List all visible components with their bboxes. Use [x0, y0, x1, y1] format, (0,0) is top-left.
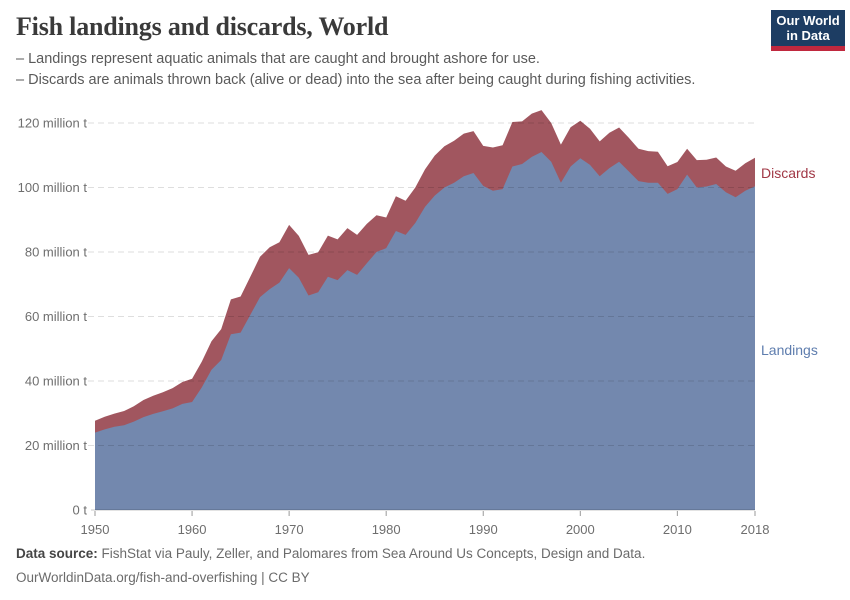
subtitle-line-landings: – Landings represent aquatic animals tha… — [16, 51, 540, 67]
x-tick-label: 2000 — [566, 522, 595, 537]
x-tick-label: 1990 — [469, 522, 498, 537]
data-source-label: Data source: — [16, 546, 98, 561]
y-tick-label: 120 million t — [18, 116, 88, 131]
y-tick-label: 60 million t — [25, 309, 88, 324]
y-tick-label: 80 million t — [25, 245, 88, 260]
y-tick-label: 100 million t — [18, 180, 88, 195]
data-source-line: Data source: FishStat via Pauly, Zeller,… — [16, 542, 645, 566]
y-tick-label: 20 million t — [25, 438, 88, 453]
owid-logo-line1: Our World — [776, 13, 840, 28]
data-source-text: FishStat via Pauly, Zeller, and Palomare… — [101, 546, 646, 561]
x-tick-label: 1970 — [275, 522, 304, 537]
x-tick-label: 1960 — [178, 522, 207, 537]
page-title: Fish landings and discards, World — [16, 12, 389, 41]
legend-label-landings: Landings — [761, 342, 818, 358]
legend-label-discards: Discards — [761, 165, 816, 181]
landings-area — [95, 152, 755, 510]
owid-logo[interactable]: Our World in Data — [771, 10, 845, 51]
subtitle-line-discards: – Discards are animals thrown back (aliv… — [16, 72, 696, 88]
owid-logo-line2: in Data — [786, 28, 830, 43]
y-tick-label: 40 million t — [25, 374, 88, 389]
footer-link[interactable]: OurWorldinData.org/fish-and-overfishing … — [16, 570, 310, 585]
x-tick-label: 2018 — [741, 522, 770, 537]
chart-footer: Data source: FishStat via Pauly, Zeller,… — [16, 542, 645, 590]
chart-subtitle: – Landings represent aquatic animals tha… — [16, 49, 695, 91]
x-tick-label: 2010 — [663, 522, 692, 537]
x-tick-label: 1950 — [81, 522, 110, 537]
x-tick-label: 1980 — [372, 522, 401, 537]
y-tick-label: 0 t — [73, 503, 88, 518]
